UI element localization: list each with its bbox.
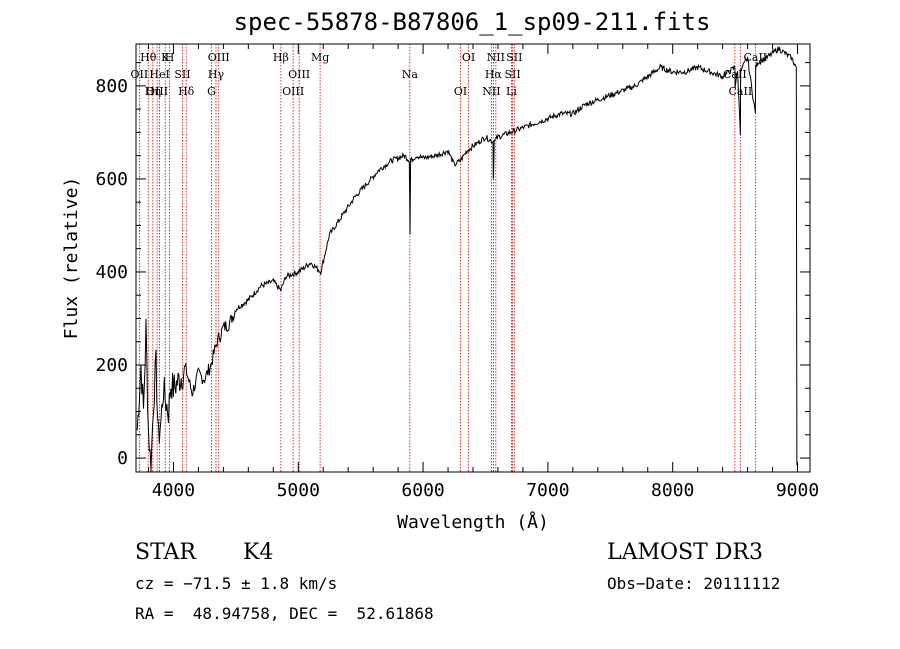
marker-label: Hη — [145, 85, 161, 98]
marker-label: OIII — [282, 85, 304, 98]
marker-label: SII — [504, 68, 520, 81]
obs-date: Obs−Date: 20111112 — [607, 574, 781, 593]
object-class: STAR — [135, 540, 196, 565]
marker-label: Hα — [485, 68, 503, 81]
marker-label: OIII — [288, 68, 310, 81]
y-tick-label: 400 — [95, 262, 128, 283]
survey-name: LAMOST DR3 — [607, 540, 763, 565]
marker-label: SII — [506, 51, 522, 64]
line-marker-labels: HθOIIOIIIKHeIHηHSIIHδOIIIHγGHβOIIIOIIIMg… — [131, 51, 768, 98]
coordinates: RA = 48.94758, DEC = 52.61868 — [135, 604, 434, 623]
marker-label: Hθ — [140, 51, 157, 64]
y-tick-label: 0 — [117, 448, 128, 469]
marker-label: OI — [462, 51, 475, 64]
y-tick-label: 200 — [95, 355, 128, 376]
y-tick-label: 800 — [95, 76, 128, 97]
marker-label: HeI — [149, 68, 169, 81]
marker-label: Hβ — [273, 51, 289, 64]
marker-label: OI — [454, 85, 467, 98]
marker-label: Mg — [311, 51, 329, 64]
marker-label: G — [207, 85, 216, 98]
object-subclass: K4 — [243, 540, 274, 565]
marker-label: SII — [174, 68, 190, 81]
marker-label: H — [165, 51, 175, 64]
y-tick-label: 600 — [95, 169, 128, 190]
marker-label: OIII — [146, 85, 168, 98]
marker-label: NII — [487, 51, 505, 64]
marker-label: OIII — [208, 51, 230, 64]
y-axis-label: Flux (relative) — [61, 177, 82, 340]
x-tick-label: 6000 — [401, 480, 444, 501]
spectrum-line — [136, 45, 798, 473]
y-axis-ticks: 0 200 400 600 800 — [95, 62, 810, 469]
x-tick-label: 4000 — [152, 480, 195, 501]
x-axis-ticks: 4000 5000 6000 7000 8000 9000 — [147, 44, 819, 501]
marker-label: Na — [402, 68, 419, 81]
marker-label: Hγ — [208, 68, 225, 81]
marker-label: Hδ — [178, 85, 195, 98]
marker-label: K — [161, 51, 170, 64]
x-tick-label: 7000 — [526, 480, 569, 501]
marker-label: Li — [506, 85, 517, 98]
marker-label: NII — [482, 85, 500, 98]
marker-label: OII — [131, 68, 149, 81]
chart-title: spec-55878-B87806_1_sp09-211.fits — [233, 8, 711, 36]
plot-frame — [135, 43, 811, 473]
x-tick-label: 9000 — [776, 480, 819, 501]
x-tick-label: 8000 — [651, 480, 694, 501]
x-tick-label: 5000 — [277, 480, 320, 501]
line-markers — [138, 44, 756, 472]
redshift-cz: cz = −71.5 ± 1.8 km/s — [135, 574, 338, 593]
x-axis-label: Wavelength (Å) — [397, 511, 549, 533]
